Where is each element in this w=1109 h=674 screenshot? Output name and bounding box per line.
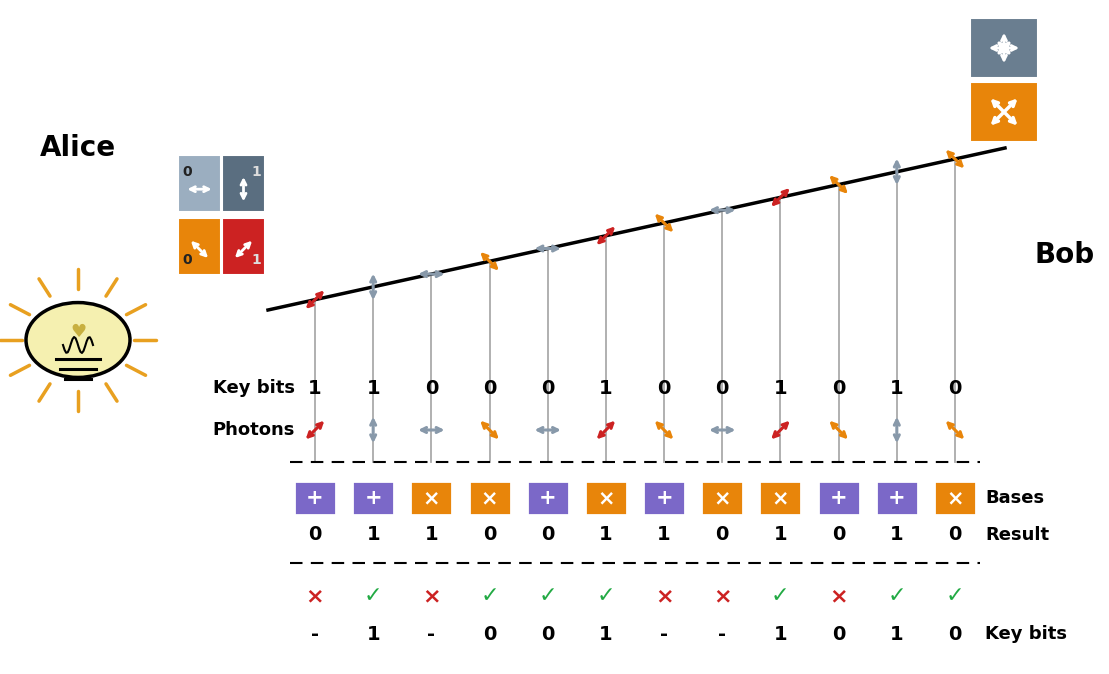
Text: ×: × <box>423 488 440 508</box>
Text: 0: 0 <box>482 379 496 398</box>
Text: 0: 0 <box>541 379 554 398</box>
Text: 0: 0 <box>182 253 192 267</box>
Text: ✓: ✓ <box>887 586 906 606</box>
Bar <box>701 481 743 515</box>
Text: 0: 0 <box>948 625 962 644</box>
Text: 1: 1 <box>252 165 261 179</box>
Text: 0: 0 <box>541 526 554 545</box>
Text: ×: × <box>713 488 731 508</box>
Bar <box>817 481 859 515</box>
Bar <box>222 155 265 212</box>
Text: ×: × <box>481 488 498 508</box>
Text: 0: 0 <box>832 379 845 398</box>
Text: 0: 0 <box>482 526 496 545</box>
Text: Result: Result <box>985 526 1049 544</box>
Text: 1: 1 <box>308 379 322 398</box>
Text: 1: 1 <box>599 625 612 644</box>
Bar <box>584 481 627 515</box>
Bar <box>643 481 685 515</box>
Text: 1: 1 <box>599 526 612 545</box>
Text: 0: 0 <box>308 526 322 545</box>
Text: 1: 1 <box>774 379 787 398</box>
Text: +: + <box>888 488 906 508</box>
Text: 1: 1 <box>366 526 380 545</box>
Bar <box>179 218 221 275</box>
Text: ×: × <box>830 586 848 606</box>
Bar <box>760 481 802 515</box>
Bar <box>179 155 221 212</box>
Text: +: + <box>306 488 324 508</box>
Text: ×: × <box>946 488 964 508</box>
Text: 1: 1 <box>774 526 787 545</box>
Text: Photons: Photons <box>213 421 295 439</box>
Text: Bases: Bases <box>985 489 1045 507</box>
Text: 1: 1 <box>599 379 612 398</box>
Text: 0: 0 <box>948 526 962 545</box>
Text: 0: 0 <box>425 379 438 398</box>
Text: 1: 1 <box>658 526 671 545</box>
Text: 0: 0 <box>715 526 729 545</box>
Text: 1: 1 <box>774 625 787 644</box>
Text: ✓: ✓ <box>480 586 499 606</box>
Text: 1: 1 <box>366 379 380 398</box>
Bar <box>410 481 452 515</box>
Bar <box>876 481 918 515</box>
Text: 1: 1 <box>891 625 904 644</box>
Text: -: - <box>660 625 668 644</box>
Text: +: + <box>655 488 673 508</box>
Text: 0: 0 <box>832 526 845 545</box>
Text: ✓: ✓ <box>771 586 790 606</box>
Text: ♥: ♥ <box>70 323 87 341</box>
Text: -: - <box>719 625 726 644</box>
Text: +: + <box>830 488 847 508</box>
Bar <box>222 218 265 275</box>
Text: ×: × <box>654 586 673 606</box>
Text: 0: 0 <box>541 625 554 644</box>
Bar <box>970 18 1038 78</box>
Text: ✓: ✓ <box>364 586 383 606</box>
Text: 1: 1 <box>252 253 261 267</box>
Text: ×: × <box>306 586 324 606</box>
Bar <box>353 481 394 515</box>
Bar <box>527 481 569 515</box>
Text: 0: 0 <box>832 625 845 644</box>
Text: 1: 1 <box>891 526 904 545</box>
Text: ×: × <box>423 586 440 606</box>
Text: ×: × <box>597 488 614 508</box>
Text: ×: × <box>713 586 732 606</box>
Bar <box>934 481 976 515</box>
Text: ✓: ✓ <box>538 586 557 606</box>
Text: ✓: ✓ <box>946 586 965 606</box>
Ellipse shape <box>26 303 130 377</box>
Text: 0: 0 <box>658 379 671 398</box>
Text: 0: 0 <box>715 379 729 398</box>
Text: 1: 1 <box>366 625 380 644</box>
Bar <box>468 481 510 515</box>
Text: Key bits: Key bits <box>985 625 1067 643</box>
Text: 0: 0 <box>482 625 496 644</box>
Text: Alice: Alice <box>40 134 116 162</box>
Bar <box>294 481 336 515</box>
Text: 0: 0 <box>948 379 962 398</box>
Bar <box>970 82 1038 142</box>
Text: Bob: Bob <box>1035 241 1095 269</box>
Text: ✓: ✓ <box>597 586 615 606</box>
Text: 0: 0 <box>182 165 192 179</box>
Text: ×: × <box>772 488 790 508</box>
Text: Key bits: Key bits <box>213 379 295 397</box>
Text: +: + <box>539 488 557 508</box>
Text: -: - <box>427 625 436 644</box>
Text: -: - <box>311 625 319 644</box>
Text: 1: 1 <box>425 526 438 545</box>
Text: +: + <box>365 488 381 508</box>
Text: 1: 1 <box>891 379 904 398</box>
